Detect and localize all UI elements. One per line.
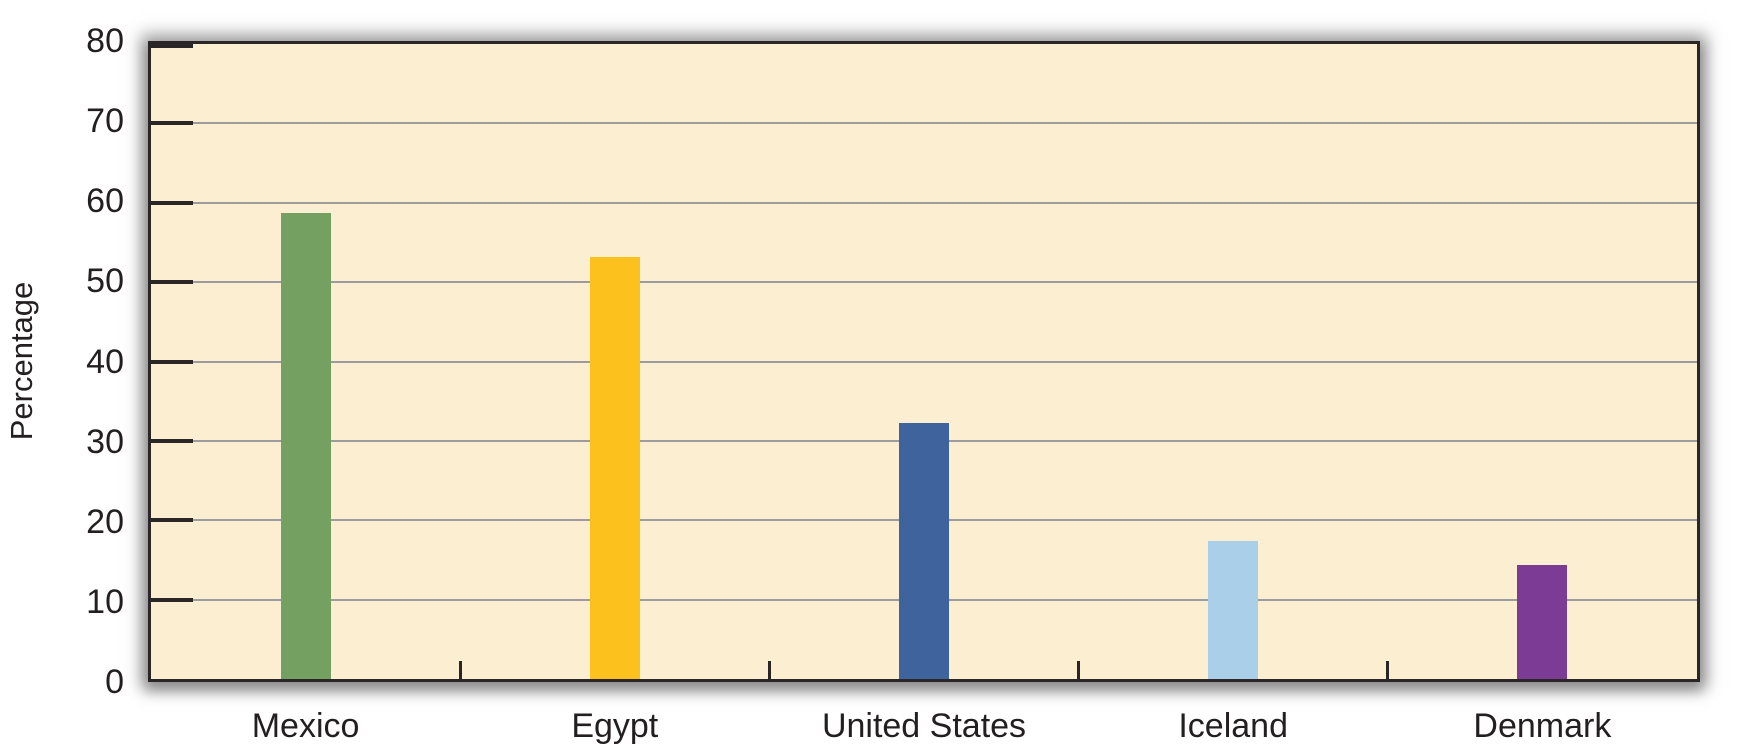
gridline — [151, 201, 1697, 204]
y-axis-tick-label: 0 — [105, 663, 124, 701]
y-axis-tick-label: 30 — [86, 422, 124, 461]
y-axis-tick-label: 40 — [86, 342, 124, 381]
y-axis-tick-label: 60 — [86, 182, 124, 221]
y-axis-tick-label: 20 — [86, 502, 124, 541]
gridline — [151, 360, 1697, 363]
y-axis-tick-label: 80 — [86, 22, 124, 60]
gridline — [151, 281, 1697, 284]
y-axis-tick — [151, 438, 193, 443]
x-axis-tick — [458, 661, 462, 679]
bar-denmark — [1517, 564, 1568, 679]
x-axis-tick — [1386, 661, 1390, 679]
x-axis-label-egypt: Egypt — [571, 707, 659, 745]
x-axis-tick — [767, 661, 771, 679]
bar-egypt — [589, 256, 640, 679]
y-axis-tick-label: 50 — [86, 262, 124, 301]
y-axis-tick — [151, 359, 193, 364]
bar-iceland — [1208, 540, 1259, 679]
y-axis-tick — [151, 44, 193, 48]
y-axis-tick-label: 10 — [86, 582, 124, 621]
plot-inner — [151, 44, 1697, 679]
x-axis-label-mexico: Mexico — [251, 707, 360, 745]
bar-united-states — [899, 422, 949, 679]
x-axis-tick — [1077, 661, 1081, 679]
y-axis-tick — [151, 200, 193, 205]
y-axis-tick — [151, 280, 193, 285]
y-axis-tick — [151, 518, 193, 523]
gridline — [151, 122, 1697, 125]
y-axis-tick — [151, 597, 193, 602]
plot-area — [148, 41, 1700, 682]
y-axis-tick-label: 70 — [86, 102, 124, 141]
x-axis-label-united-states: United States — [821, 707, 1027, 745]
x-axis-label-denmark: Denmark — [1473, 707, 1612, 745]
x-axis-label-iceland: Iceland — [1178, 707, 1288, 745]
bar-mexico — [280, 213, 331, 679]
y-axis-tick — [151, 121, 193, 126]
